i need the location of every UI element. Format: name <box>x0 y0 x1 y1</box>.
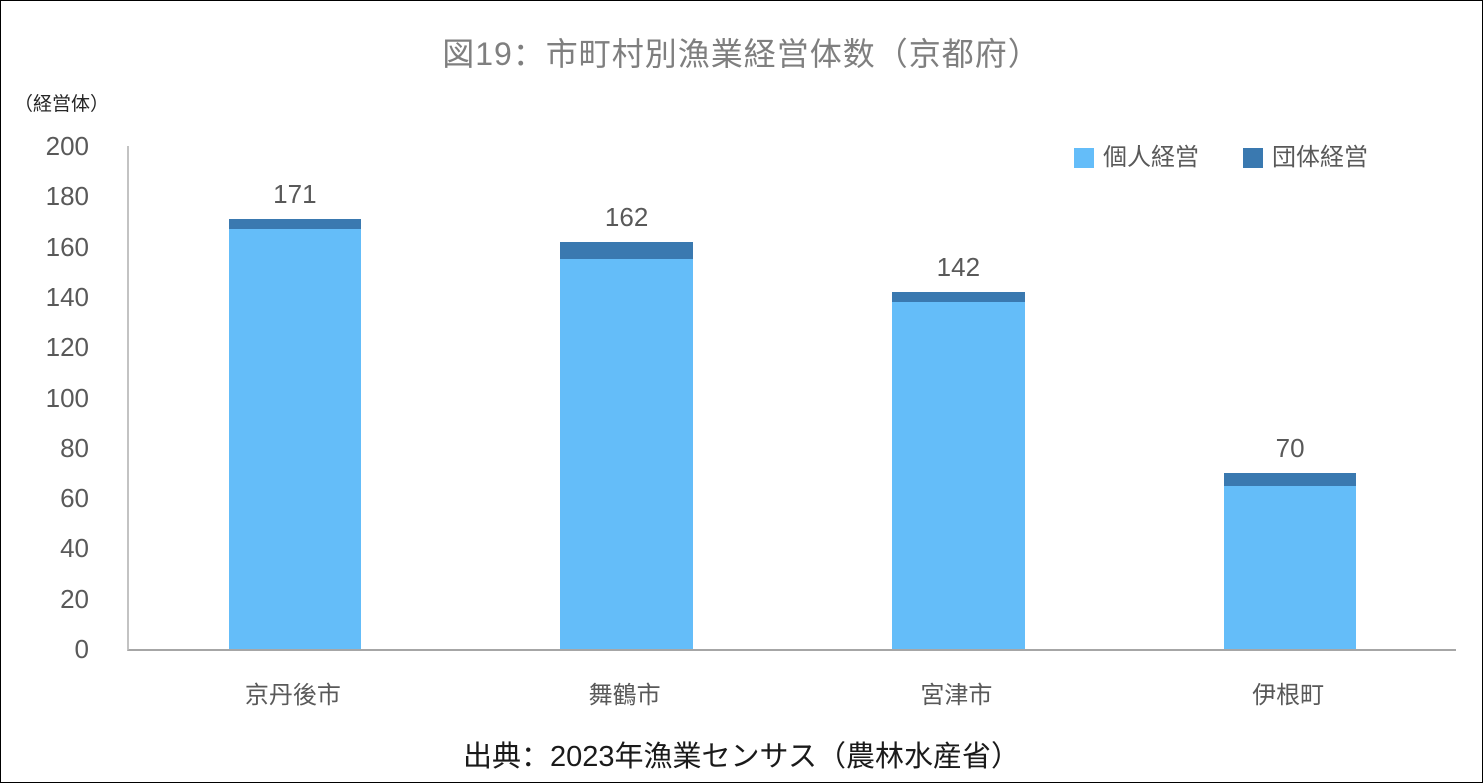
source-caption: 出典：2023年漁業センサス（農林水産省） <box>463 741 1020 773</box>
y-tick-label: 60 <box>60 483 89 514</box>
x-axis-label-3: 伊根町 <box>1252 682 1325 709</box>
y-tick-label: 180 <box>45 181 89 212</box>
legend-swatch-icon <box>1243 148 1263 168</box>
x-axis-labels: 京丹後市 舞鶴市 宮津市 伊根町 <box>127 675 1454 710</box>
y-tick-label: 0 <box>74 634 89 664</box>
bar-slot-3: 70 <box>1124 146 1456 649</box>
bar-total-label: 70 <box>1275 432 1305 463</box>
y-tick-label: 160 <box>45 231 89 262</box>
bar-slot-2: 142 <box>793 146 1125 649</box>
legend-label: 個人経営 <box>1103 144 1199 171</box>
plot-area: 個人経営 団体経営 0 20 40 60 80 100 120 140 160 180 200 171… <box>46 133 1456 662</box>
y-tick-label: 100 <box>45 382 89 413</box>
bar-total-label: 162 <box>604 201 649 232</box>
legend-item-1: 団体経営 <box>1243 146 1368 170</box>
bar-3 <box>1223 472 1357 649</box>
y-tick-label: 140 <box>45 281 89 312</box>
legend: 個人経営 団体経営 <box>1074 146 1368 170</box>
bar-2 <box>892 291 1025 649</box>
x-axis-label-1: 舞鶴市 <box>588 682 661 709</box>
bar-segment-group <box>560 241 693 260</box>
x-axis-label-2: 宮津市 <box>920 682 993 709</box>
y-tick-label: 40 <box>60 533 89 564</box>
bar-segment-individual <box>228 228 362 649</box>
bar-segment-group <box>1223 472 1357 486</box>
legend-label: 団体経営 <box>1272 144 1368 171</box>
x-axis-label-0: 京丹後市 <box>244 682 341 709</box>
bar-total-label: 171 <box>273 178 317 209</box>
y-tick-label: 200 <box>45 131 89 161</box>
y-axis-unit-label: （経営体） <box>14 94 110 115</box>
legend-swatch-icon <box>1074 148 1094 168</box>
bar-segment-individual <box>892 301 1025 649</box>
bar-1 <box>560 241 693 649</box>
legend-item-0: 個人経営 <box>1074 146 1199 170</box>
bar-slot-1: 162 <box>461 146 793 649</box>
bar-segment-individual <box>560 259 693 649</box>
bar-0 <box>228 218 362 649</box>
bar-total-label: 142 <box>936 251 981 282</box>
bars-container: 171 162 142 70 <box>129 146 1456 649</box>
bar-segment-group <box>892 291 1025 302</box>
bar-segment-group <box>228 218 362 229</box>
bar-segment-individual <box>1223 485 1357 649</box>
y-tick-label: 80 <box>60 432 89 463</box>
y-tick-label: 120 <box>45 332 89 363</box>
bar-slot-0: 171 <box>129 146 461 649</box>
chart-title: 図19：市町村別漁業経営体数（京都府） <box>442 36 1041 72</box>
y-tick-label: 20 <box>60 583 89 614</box>
